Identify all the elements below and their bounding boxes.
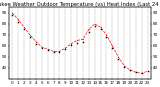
Title: Milwaukee Weather Outdoor Temperature (vs) Heat Index (Last 24 Hours): Milwaukee Weather Outdoor Temperature (v… bbox=[0, 2, 160, 7]
